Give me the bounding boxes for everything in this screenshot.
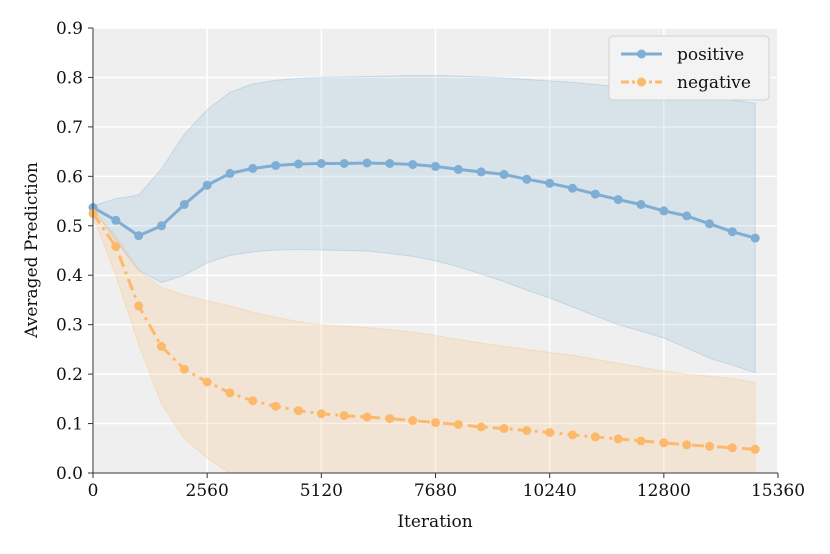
x-tick-label: 10240 [523, 481, 577, 501]
point-negative [111, 242, 121, 251]
point-positive [202, 180, 212, 190]
point-negative [727, 443, 737, 453]
point-positive [179, 200, 189, 209]
x-tick-label: 0 [88, 481, 99, 501]
point-negative [225, 388, 235, 398]
point-positive [545, 178, 555, 188]
point-negative [568, 430, 577, 440]
point-positive [499, 169, 509, 179]
point-positive [727, 227, 737, 237]
y-tick-label: 0.5 [56, 217, 83, 237]
point-negative [408, 416, 418, 426]
point-positive [157, 221, 166, 231]
point-positive [590, 189, 600, 199]
y-tick-label: 0.0 [56, 464, 83, 484]
legend-label-positive: positive [677, 45, 744, 65]
point-negative [385, 414, 395, 424]
confidence-bands [92, 75, 756, 474]
point-negative [453, 420, 463, 429]
point-positive [362, 158, 372, 168]
point-negative [476, 422, 486, 432]
point-positive [134, 231, 144, 241]
point-negative [134, 301, 144, 311]
point-negative [590, 432, 600, 442]
legend-marker-negative [637, 77, 646, 87]
point-positive [339, 159, 349, 168]
point-positive [682, 211, 692, 221]
point-negative [294, 406, 303, 416]
point-negative [271, 401, 281, 411]
y-tick-label: 0.9 [56, 19, 83, 39]
y-axis-ticks: 0.0 0.1 0.2 0.3 0.4 0.5 0.6 0.7 0.8 0.9 [56, 19, 94, 484]
point-negative [545, 428, 555, 437]
x-tick-label: 5120 [300, 481, 343, 501]
x-tick-label: 15360 [751, 481, 805, 501]
y-tick-label: 0.8 [56, 68, 83, 88]
point-positive [705, 219, 714, 229]
point-negative [157, 341, 166, 351]
point-positive [431, 161, 440, 171]
point-negative [202, 377, 212, 387]
point-negative [339, 411, 349, 421]
point-positive [248, 163, 258, 173]
x-tick-label: 7680 [414, 481, 457, 501]
point-negative [750, 444, 760, 454]
point-positive [453, 164, 463, 174]
point-negative [659, 438, 669, 448]
point-positive [111, 215, 121, 225]
legend-marker-positive [637, 49, 646, 59]
point-positive [750, 233, 760, 243]
series-markers [88, 158, 760, 454]
y-tick-label: 0.1 [56, 415, 83, 435]
y-tick-label: 0.4 [56, 266, 83, 286]
legend-box [608, 35, 770, 101]
point-positive [225, 168, 235, 178]
point-positive [522, 174, 532, 184]
point-positive [271, 161, 281, 170]
point-negative [705, 441, 714, 451]
y-tick-label: 0.3 [56, 316, 83, 336]
y-tick-label: 0.2 [56, 365, 83, 385]
point-negative [248, 396, 258, 406]
point-negative [362, 412, 372, 422]
x-tick-label: 12800 [637, 481, 691, 501]
y-tick-label: 0.6 [56, 167, 83, 187]
y-axis-label: Averaged Prediction [22, 162, 42, 339]
point-negative [613, 434, 623, 444]
x-axis-ticks: 0 2560 5120 7680 10240 12800 15360 [88, 472, 805, 501]
point-negative [316, 409, 326, 419]
point-negative [499, 424, 509, 433]
x-tick-label: 2560 [186, 481, 229, 501]
point-negative [179, 364, 189, 374]
point-positive [316, 159, 326, 168]
point-negative [636, 436, 646, 446]
y-tick-label: 0.7 [56, 118, 83, 138]
legend: positive negative [608, 35, 770, 101]
point-positive [385, 159, 395, 168]
point-positive [568, 183, 577, 193]
point-negative [682, 440, 692, 450]
x-axis-label: Iteration [397, 512, 472, 532]
point-negative [522, 426, 532, 435]
point-positive [659, 206, 669, 216]
point-negative [431, 418, 440, 428]
point-positive [408, 160, 418, 169]
legend-label-negative: negative [677, 73, 751, 93]
band-positive [92, 75, 756, 374]
point-positive [476, 167, 486, 177]
point-positive [613, 195, 623, 205]
point-positive [294, 159, 303, 169]
point-positive [636, 200, 646, 209]
